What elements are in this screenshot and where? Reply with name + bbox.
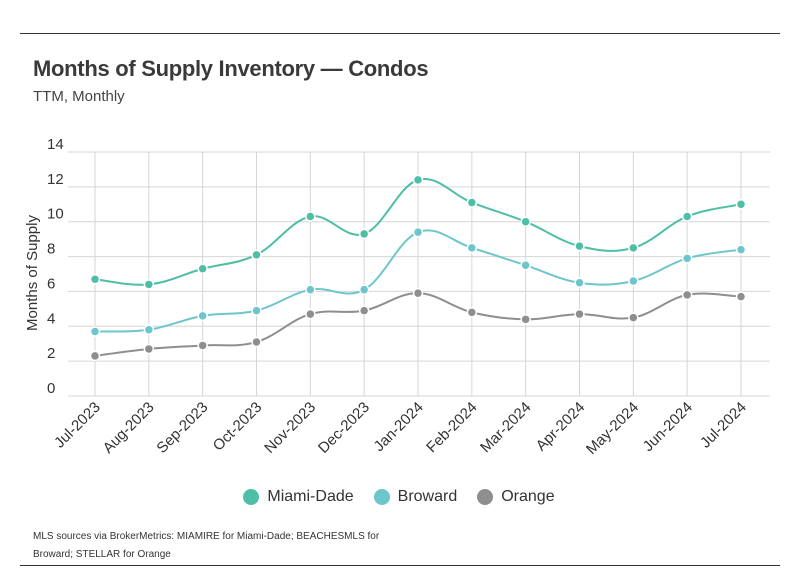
data-point — [466, 197, 478, 208]
grid — [68, 151, 770, 397]
data-point — [735, 199, 747, 210]
top-rule — [20, 33, 780, 34]
x-tick-label: Aug-2023 — [100, 399, 158, 457]
data-point — [412, 287, 424, 299]
x-tick-label: Jul-2023 — [51, 399, 104, 452]
y-tick-label: 12 — [47, 171, 64, 188]
y-tick-label: 4 — [47, 310, 55, 327]
data-point — [197, 310, 208, 322]
data-point — [520, 216, 531, 227]
legend-item: Orange — [477, 488, 555, 506]
x-tick-label: Sep-2023 — [153, 399, 211, 457]
y-tick-label: 10 — [47, 206, 64, 223]
data-point — [197, 263, 208, 275]
data-point — [412, 174, 424, 186]
data-point — [143, 343, 155, 355]
x-axis-ticks: Jul-2023Aug-2023Sep-2023Oct-2023Nov-2023… — [51, 399, 750, 458]
legend-marker-icon — [243, 489, 260, 505]
chart-subtitle: TTM, Monthly — [33, 88, 125, 105]
x-tick-label: Nov-2023 — [261, 399, 319, 457]
data-point — [520, 260, 531, 271]
data-point — [305, 284, 316, 295]
data-point — [520, 314, 531, 325]
x-tick-label: Jul-2024 — [697, 399, 750, 452]
data-point — [89, 350, 101, 362]
x-tick-label: Oct-2023 — [210, 399, 266, 455]
legend-label: Orange — [501, 488, 555, 505]
x-tick-label: Jun-2024 — [640, 399, 696, 455]
data-point — [681, 253, 693, 264]
y-tick-label: 14 — [47, 136, 64, 153]
legend-marker-icon — [477, 489, 494, 505]
data-point — [358, 284, 370, 295]
data-point — [143, 279, 155, 290]
data-point — [681, 211, 693, 222]
data-point — [358, 228, 370, 240]
legend: Miami-Dade Broward Orange — [0, 488, 798, 506]
data-point — [251, 336, 262, 348]
y-tick-label: 8 — [47, 241, 55, 258]
data-point — [466, 242, 478, 254]
data-point — [574, 308, 585, 320]
data-point — [89, 326, 101, 337]
data-point — [681, 289, 693, 301]
chart-title: Months of Supply Inventory — Condos — [33, 56, 429, 81]
data-point — [251, 305, 262, 316]
data-point — [251, 249, 262, 261]
y-axis-label: Months of Supply — [24, 215, 41, 331]
y-axis-ticks: 0 2 4 6 8 10 12 14 — [47, 136, 64, 397]
data-point — [89, 273, 101, 285]
legend-marker-icon — [373, 489, 390, 505]
x-tick-label: Apr-2024 — [533, 399, 589, 455]
x-tick-label: Jan-2024 — [371, 399, 427, 455]
data-point — [628, 312, 639, 323]
legend-item: Miami-Dade — [243, 488, 354, 506]
data-point — [466, 307, 478, 318]
x-tick-label: Mar-2024 — [477, 399, 534, 456]
data-point — [735, 244, 747, 255]
legend-item: Broward — [373, 488, 458, 506]
legend-label: Broward — [397, 488, 458, 505]
data-point — [358, 305, 370, 316]
y-tick-label: 6 — [47, 275, 55, 292]
y-tick-label: 2 — [47, 345, 55, 362]
x-tick-label: Feb-2024 — [423, 399, 480, 456]
data-point — [305, 211, 316, 222]
series-points — [89, 174, 747, 362]
data-point — [305, 308, 316, 320]
data-point — [412, 226, 424, 238]
bottom-rule — [20, 565, 780, 566]
data-point — [628, 242, 639, 254]
legend-label: Miami-Dade — [267, 488, 354, 505]
x-tick-label: Dec-2023 — [315, 399, 373, 457]
data-point — [574, 240, 585, 252]
y-tick-label: 0 — [47, 380, 55, 397]
data-point — [628, 275, 639, 287]
data-point — [197, 340, 208, 351]
data-point — [735, 291, 747, 302]
x-tick-label: May-2024 — [583, 399, 642, 458]
data-point — [574, 277, 585, 288]
source-note: MLS sources via BrokerMetrics: MIAMIRE f… — [33, 531, 380, 560]
line-chart: 0 2 4 6 8 10 12 14 Jul-2023Aug-2023Sep-2023Oct-… — [24, 136, 770, 458]
data-point — [143, 324, 155, 336]
